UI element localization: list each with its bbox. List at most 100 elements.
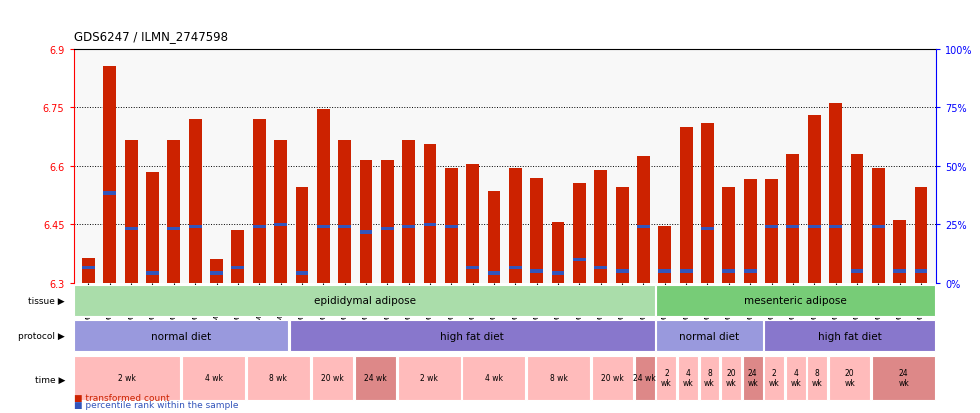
Bar xyxy=(189,225,202,228)
Text: 8 wk: 8 wk xyxy=(550,373,567,382)
Bar xyxy=(124,227,137,230)
Bar xyxy=(657,356,676,400)
Bar xyxy=(146,172,159,283)
Bar xyxy=(893,270,907,273)
Bar xyxy=(764,356,784,400)
Bar xyxy=(765,180,778,283)
Bar xyxy=(743,356,762,400)
Text: 4
wk: 4 wk xyxy=(791,368,801,387)
Text: 8 wk: 8 wk xyxy=(270,373,287,382)
Bar xyxy=(338,141,351,283)
Bar xyxy=(829,225,842,228)
Bar xyxy=(168,141,180,283)
Bar xyxy=(82,266,95,269)
Bar xyxy=(360,231,372,234)
Bar xyxy=(445,225,458,228)
Bar xyxy=(787,225,800,228)
Text: 8
wk: 8 wk xyxy=(812,368,822,387)
Bar xyxy=(722,188,735,283)
Bar xyxy=(552,223,564,283)
Bar xyxy=(914,270,927,273)
Bar xyxy=(231,266,244,269)
Bar xyxy=(189,120,202,283)
Bar xyxy=(210,272,222,275)
Text: epididymal adipose: epididymal adipose xyxy=(314,296,416,306)
Bar xyxy=(466,164,479,283)
Text: 20
wk: 20 wk xyxy=(845,368,855,387)
Bar xyxy=(786,356,806,400)
Text: normal diet: normal diet xyxy=(151,331,212,341)
Bar xyxy=(744,180,757,283)
Bar xyxy=(527,356,590,400)
Bar xyxy=(317,110,329,283)
Bar xyxy=(678,356,698,400)
Bar xyxy=(700,356,719,400)
Text: tissue ▶: tissue ▶ xyxy=(28,296,65,305)
Bar xyxy=(808,356,827,400)
Bar xyxy=(787,155,800,283)
Bar xyxy=(398,356,461,400)
Bar xyxy=(253,120,266,283)
Text: 20 wk: 20 wk xyxy=(320,373,344,382)
Bar xyxy=(808,116,820,283)
Text: 4 wk: 4 wk xyxy=(485,373,503,382)
Bar xyxy=(509,169,521,283)
Text: high fat diet: high fat diet xyxy=(817,331,882,341)
Bar xyxy=(637,225,650,228)
Text: normal diet: normal diet xyxy=(679,331,740,341)
Text: 20
wk: 20 wk xyxy=(726,368,736,387)
Bar xyxy=(509,266,521,269)
Text: 24
wk: 24 wk xyxy=(899,368,908,387)
Bar xyxy=(74,356,180,400)
Bar xyxy=(552,272,564,275)
Bar xyxy=(530,270,543,273)
Bar xyxy=(744,270,757,273)
Bar xyxy=(182,356,245,400)
Bar xyxy=(893,221,907,283)
Bar xyxy=(657,285,935,316)
Bar xyxy=(488,192,501,283)
Bar xyxy=(290,320,655,351)
Bar xyxy=(594,266,608,269)
Bar xyxy=(680,128,693,283)
Bar xyxy=(74,320,288,351)
Bar xyxy=(829,104,842,283)
Bar xyxy=(701,123,713,283)
Text: ■ percentile rank within the sample: ■ percentile rank within the sample xyxy=(74,400,238,409)
Text: 20 wk: 20 wk xyxy=(601,373,624,382)
Bar xyxy=(637,157,650,283)
Bar xyxy=(592,356,633,400)
Bar xyxy=(722,270,735,273)
Bar xyxy=(463,356,525,400)
Bar xyxy=(274,141,287,283)
Text: 2 wk: 2 wk xyxy=(119,373,136,382)
Bar xyxy=(381,161,394,283)
Bar xyxy=(680,270,693,273)
Bar xyxy=(808,225,820,228)
Bar xyxy=(659,227,671,283)
Text: 4 wk: 4 wk xyxy=(205,373,222,382)
Bar xyxy=(402,225,416,228)
Bar xyxy=(594,170,608,283)
Bar xyxy=(914,188,927,283)
Bar xyxy=(615,270,628,273)
Bar xyxy=(635,356,655,400)
Text: high fat diet: high fat diet xyxy=(440,331,505,341)
Bar xyxy=(381,227,394,230)
Bar xyxy=(103,192,117,195)
Text: time ▶: time ▶ xyxy=(34,375,65,384)
Bar xyxy=(615,188,628,283)
Bar xyxy=(851,270,863,273)
Bar xyxy=(872,356,935,400)
Text: 2 wk: 2 wk xyxy=(420,373,438,382)
Bar xyxy=(360,161,372,283)
Text: mesenteric adipose: mesenteric adipose xyxy=(745,296,847,306)
Bar xyxy=(274,223,287,227)
Text: 8
wk: 8 wk xyxy=(705,368,714,387)
Text: ■ transformed count: ■ transformed count xyxy=(74,393,170,402)
Bar xyxy=(573,258,586,261)
Bar xyxy=(657,320,762,351)
Bar xyxy=(423,145,436,283)
Bar xyxy=(124,141,137,283)
Bar xyxy=(701,227,713,230)
